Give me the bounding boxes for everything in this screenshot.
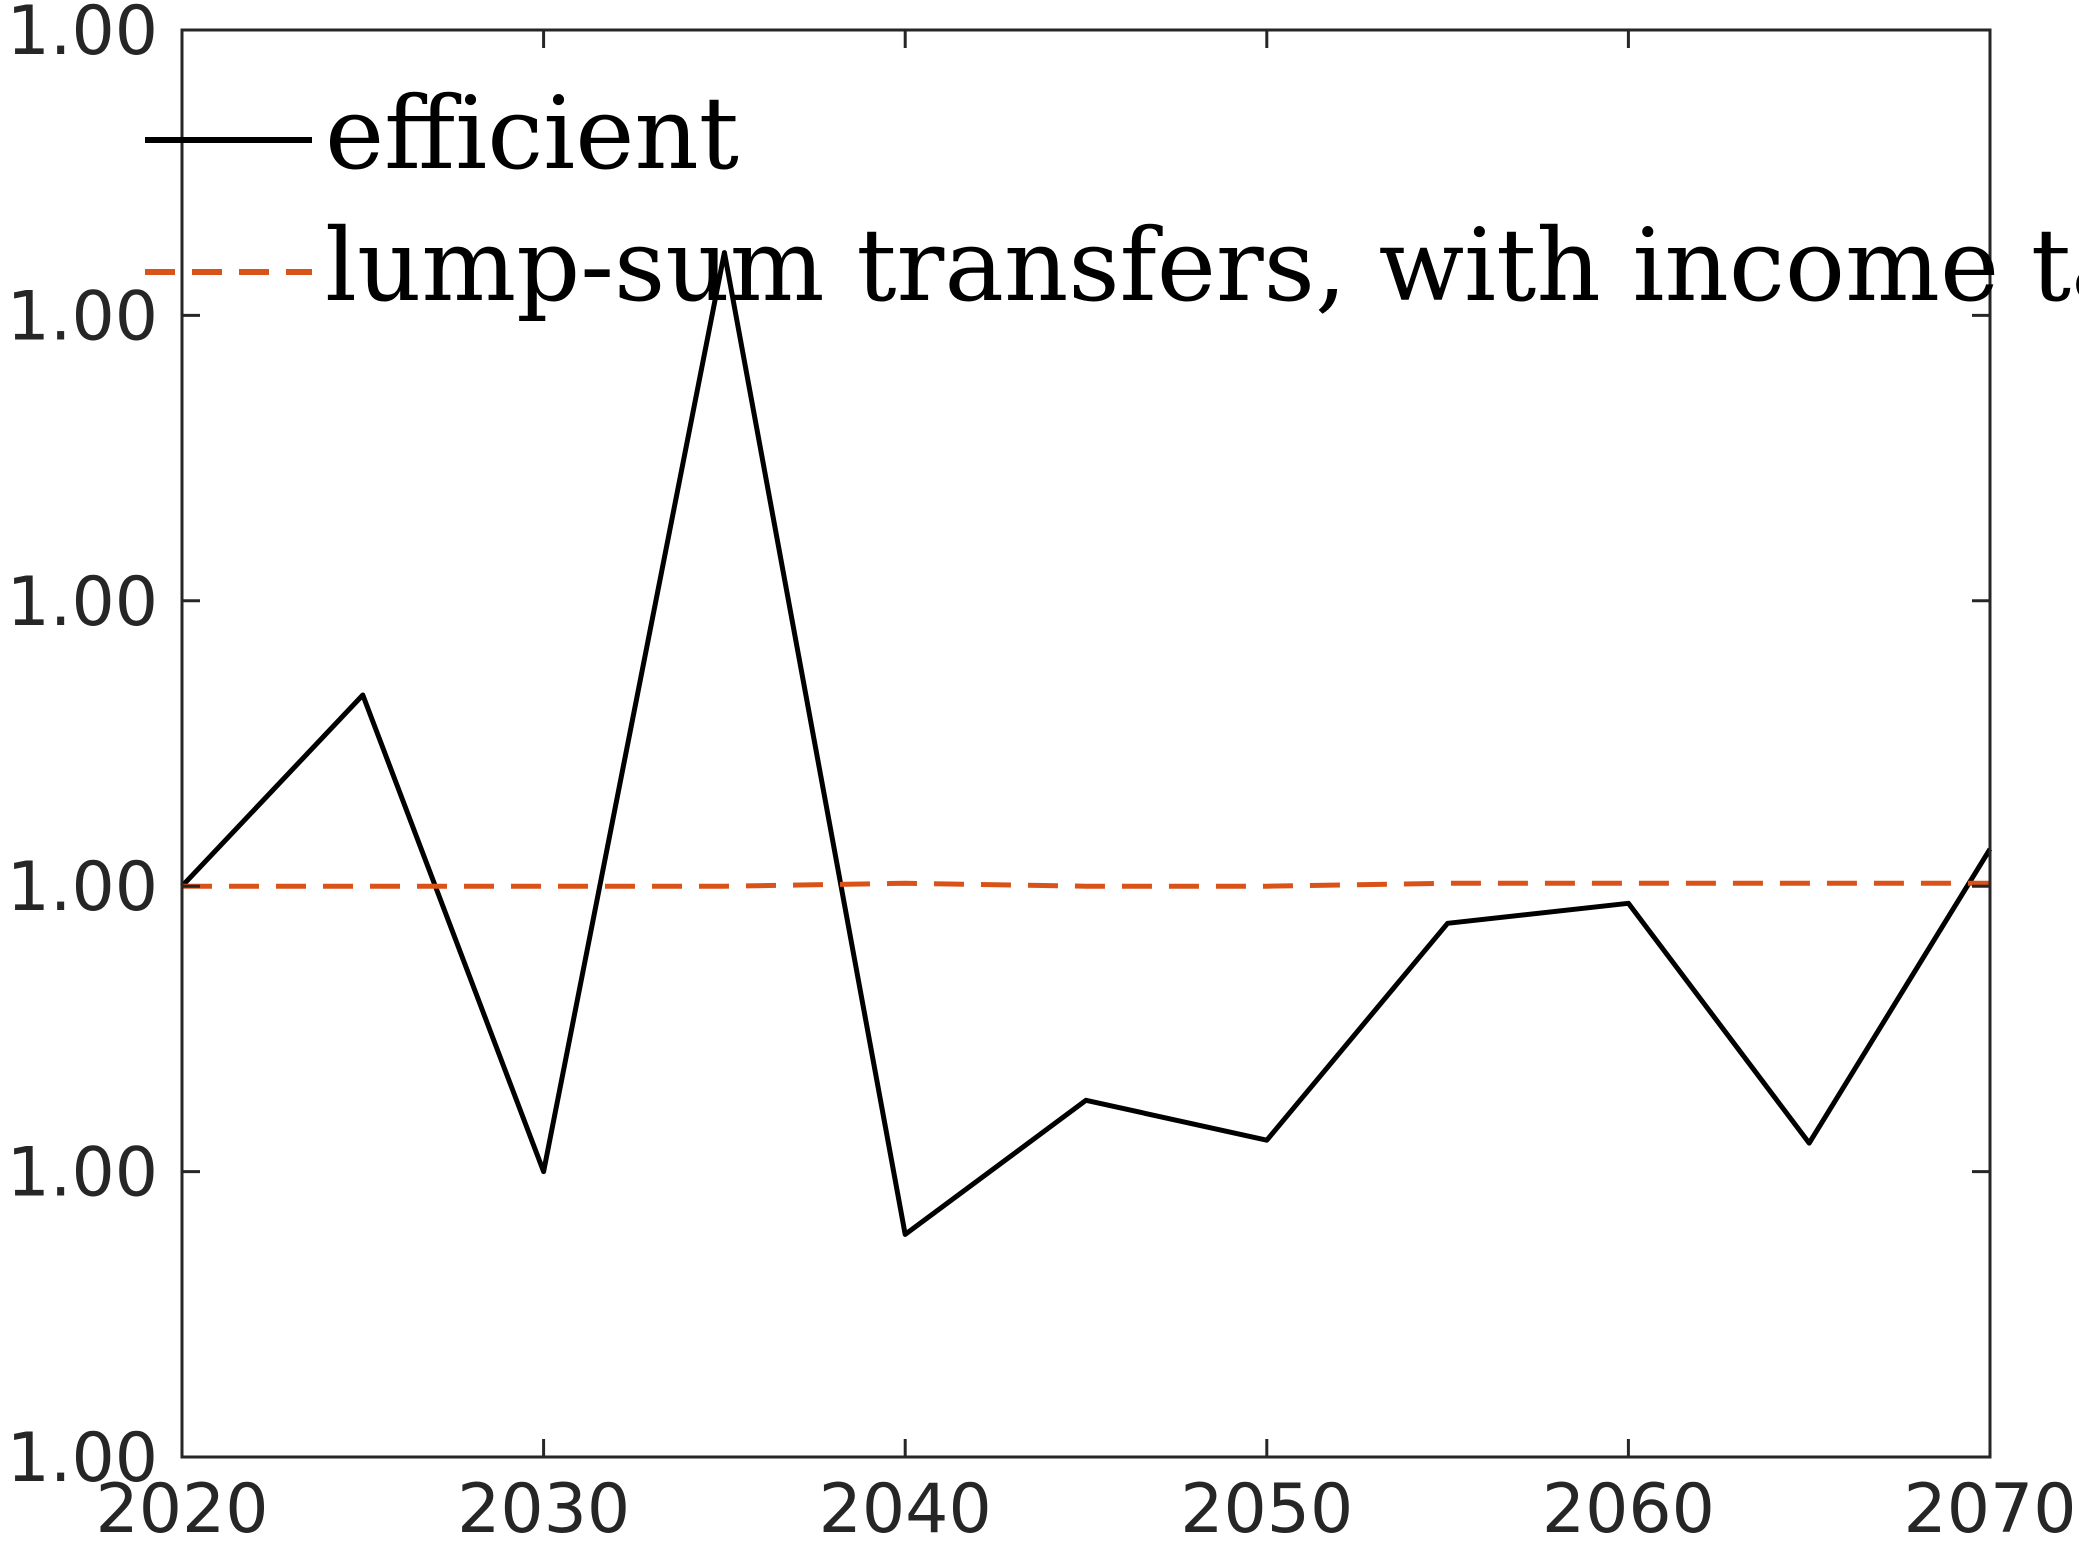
plot-area [182,30,1990,1457]
y-tick-label-3: 1.00 [7,563,158,642]
legend-label-0: efficient [325,75,739,192]
legend-label-1: lump-sum transfers, with income tax [325,207,2079,324]
series-line-0 [180,250,1993,1237]
x-tick-label-0: 2020 [95,1470,268,1549]
x-tick-label-1: 2030 [457,1470,630,1549]
series-line-1 [182,880,1990,889]
y-tick-label-0: 1.00 [7,1419,158,1498]
axes-layer: 2020 2030 2040 2050 2060 2070 1.00 1.00 1.00 1.00… [7,0,2077,1549]
x-tick-label-2: 2040 [819,1470,992,1549]
y-tick-label-4: 1.00 [7,277,158,356]
x-tick-label-5: 2070 [1903,1470,2076,1549]
x-tick-label-4: 2060 [1542,1470,1715,1549]
y-tick-label-1: 1.00 [7,1134,158,1213]
y-tick-label-2: 1.00 [7,848,158,927]
legend: efficient lump-sum transfers, with income… [145,75,2079,324]
series-layer [180,250,1993,1237]
axes-box [180,28,1992,1459]
x-tick-label-3: 2050 [1180,1470,1353,1549]
y-tick-label-5: 1.00 [7,0,158,71]
